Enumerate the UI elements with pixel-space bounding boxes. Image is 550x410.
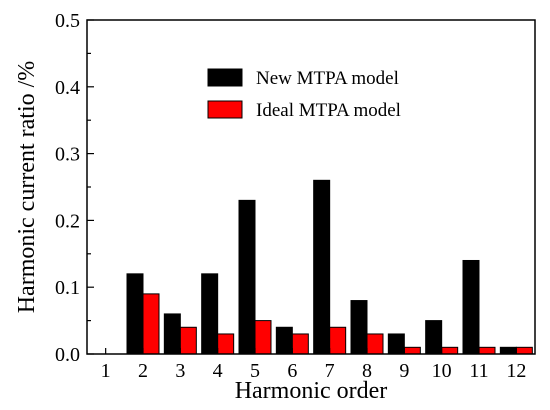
bar-ideal-mtpa-h3 [179,326,197,355]
bar-new-mtpa-h12 [499,346,517,355]
x-tick-label: 1 [101,360,111,382]
legend-label-new-mtpa: New MTPA model [256,68,399,89]
bar-ideal-mtpa-h7 [329,326,347,355]
y-axis-title: Harmonic current ratio /% [14,61,40,314]
bar-new-mtpa-h9 [387,333,405,355]
y-tick-label: 0.2 [55,210,80,232]
x-tick-label: 6 [287,360,297,382]
legend-swatch-new-mtpa [207,68,243,87]
x-tick-label: 3 [175,360,185,382]
x-tick-label: 9 [399,360,409,382]
bar-new-mtpa-h7 [313,179,331,355]
bar-new-mtpa-h6 [275,326,293,355]
bar-ideal-mtpa-h5 [254,320,272,355]
bar-ideal-mtpa-h2 [142,293,160,355]
x-tick-label: 11 [469,360,488,382]
x-tick-label: 2 [138,360,148,382]
legend: New MTPA model Ideal MTPA model [207,68,401,121]
plot-frame [86,19,536,355]
x-tick-label: 7 [325,360,335,382]
bar-ideal-mtpa-h10 [441,346,459,355]
bar-new-mtpa-h10 [425,320,443,355]
y-tick-label: 0.1 [55,277,80,299]
chart-marks [126,179,533,355]
x-tick-label: 5 [250,360,260,382]
bar-new-mtpa-h8 [350,300,368,355]
y-tick-label: 0.4 [55,77,80,99]
legend-label-ideal-mtpa: Ideal MTPA model [256,100,401,121]
bar-new-mtpa-h11 [462,259,480,355]
bar-ideal-mtpa-h4 [217,333,235,355]
x-tick-label: 12 [506,360,526,382]
bar-ideal-mtpa-h6 [291,333,309,355]
x-tick-label: 4 [213,360,223,382]
bar-ideal-mtpa-h9 [403,346,421,355]
y-tick-label: 0.5 [55,10,80,32]
x-axis-title: Harmonic order [235,378,388,404]
bar-new-mtpa-h3 [163,313,181,355]
bar-new-mtpa-h4 [201,273,219,355]
legend-swatch-ideal-mtpa [207,100,243,119]
bar-ideal-mtpa-h11 [478,346,496,355]
x-tick-label: 10 [432,360,452,382]
y-tick-label: 0.0 [55,344,80,366]
bar-new-mtpa-h5 [238,199,256,355]
bar-ideal-mtpa-h12 [515,346,533,355]
bar-new-mtpa-h2 [126,273,144,355]
x-tick-label: 8 [362,360,372,382]
y-tick-label: 0.3 [55,144,80,166]
bar-ideal-mtpa-h8 [366,333,384,355]
chart-ticks: 1 2 3 4 5 6 7 8 9 10 11 120.00.10.20.30.40.5 [55,10,526,382]
